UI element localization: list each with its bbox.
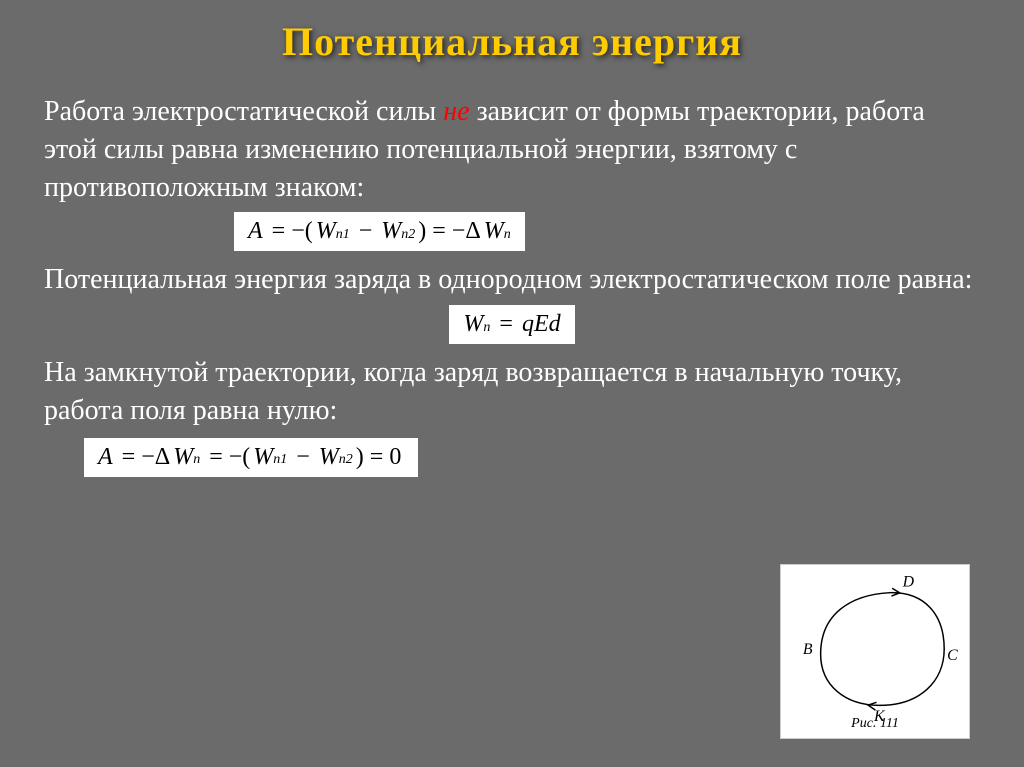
formula-row-1: A = −(Wn1 − Wn2) = −ΔWn (44, 212, 980, 251)
formula-1: A = −(Wn1 − Wn2) = −ΔWn (234, 212, 525, 251)
formula-2: Wn = qEd (449, 305, 574, 344)
node-B: B (803, 641, 813, 658)
diagram-caption: Рис. 111 (781, 716, 969, 732)
paragraph-1: Работа электростатической силы не зависи… (44, 93, 980, 206)
formula-3: A = −ΔWn = −(Wn1 − Wn2) = 0 (84, 438, 418, 477)
paragraph-2: Потенциальная энергия заряда в однородно… (44, 261, 980, 299)
node-C: C (947, 647, 958, 664)
loop-path (821, 593, 945, 706)
closed-loop-diagram: B D C K Рис. 111 (780, 564, 970, 739)
paragraph-3: На замкнутой траектории, когда заряд воз… (44, 354, 980, 430)
content-area: Работа электростатической силы не зависи… (0, 93, 1024, 477)
accent-word: не (443, 96, 469, 127)
formula-row-2: Wn = qEd (44, 305, 980, 344)
para1-part-a: Работа электростатической силы (44, 96, 443, 127)
node-D: D (902, 574, 915, 591)
formula-row-3: A = −ΔWn = −(Wn1 − Wn2) = 0 (44, 438, 980, 477)
page-title: Потенциальная энергия (0, 0, 1024, 93)
